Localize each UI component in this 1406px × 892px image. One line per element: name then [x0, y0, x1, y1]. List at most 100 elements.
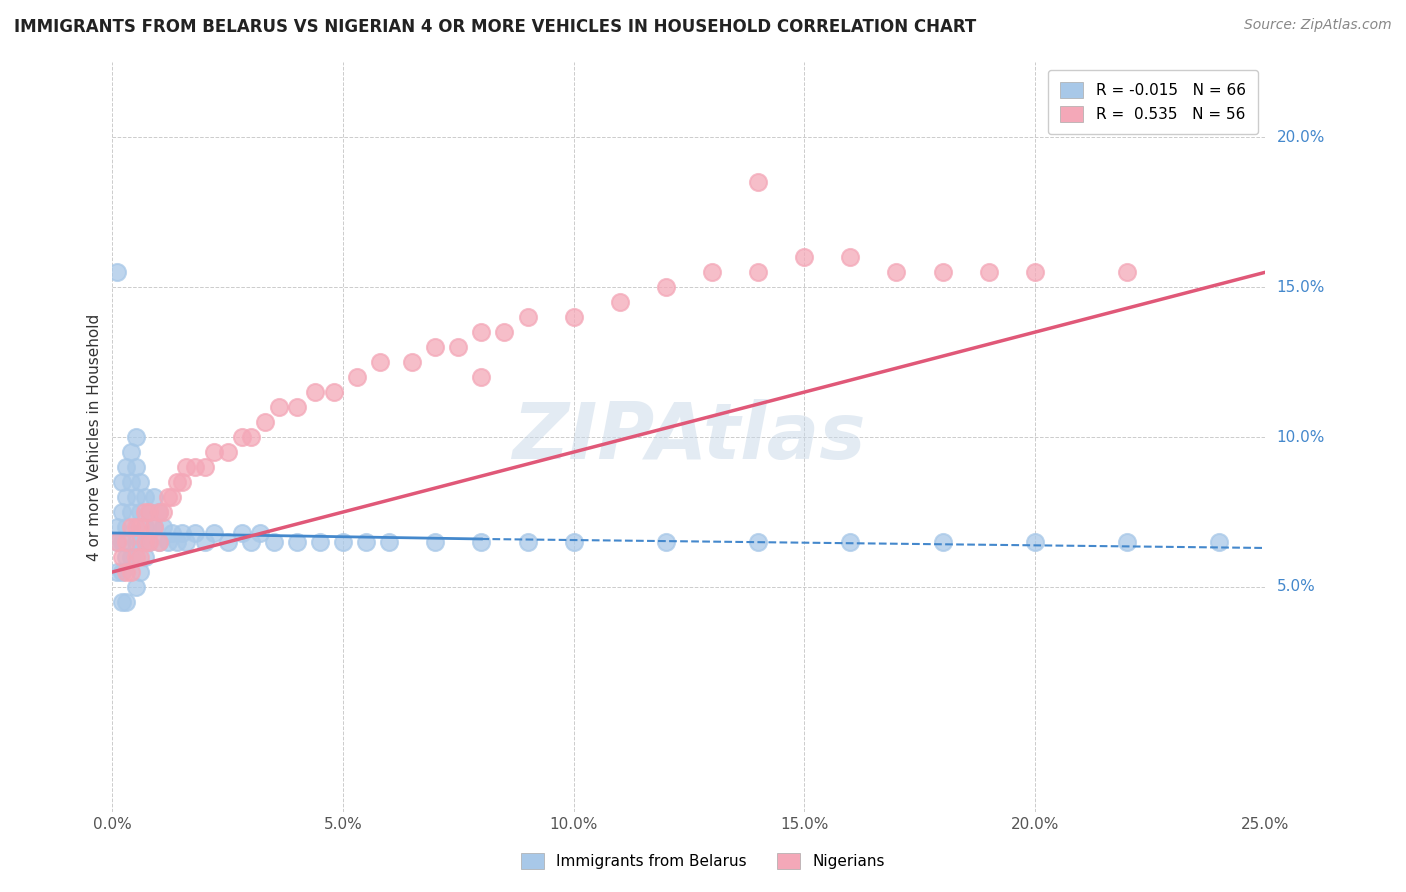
- Point: [425, 535, 447, 549]
- Point: [124, 580, 146, 594]
- Point: [105, 535, 128, 549]
- Point: [143, 520, 166, 534]
- Point: [285, 400, 308, 414]
- Point: [346, 370, 368, 384]
- Point: [111, 549, 134, 564]
- Legend: Immigrants from Belarus, Nigerians: Immigrants from Belarus, Nigerians: [515, 847, 891, 875]
- Point: [1116, 535, 1139, 549]
- Point: [931, 535, 953, 549]
- Y-axis label: 4 or more Vehicles in Household: 4 or more Vehicles in Household: [87, 313, 103, 561]
- Point: [138, 505, 160, 519]
- Point: [111, 475, 134, 489]
- Point: [239, 430, 262, 444]
- Point: [148, 505, 170, 519]
- Point: [231, 526, 253, 541]
- Point: [194, 535, 217, 549]
- Point: [166, 535, 188, 549]
- Point: [105, 565, 128, 579]
- Point: [162, 526, 184, 541]
- Point: [516, 310, 538, 325]
- Point: [170, 475, 193, 489]
- Point: [217, 445, 239, 459]
- Point: [115, 535, 138, 549]
- Point: [124, 549, 146, 564]
- Point: [120, 565, 142, 579]
- Point: [368, 355, 391, 369]
- Point: [143, 520, 166, 534]
- Text: ZIPAtlas: ZIPAtlas: [512, 399, 866, 475]
- Point: [494, 325, 516, 339]
- Point: [134, 490, 156, 504]
- Point: [425, 340, 447, 354]
- Legend: R = -0.015   N = 66, R =  0.535   N = 56: R = -0.015 N = 66, R = 0.535 N = 56: [1049, 70, 1258, 134]
- Point: [309, 535, 332, 549]
- Point: [143, 490, 166, 504]
- Point: [655, 280, 678, 294]
- Point: [1116, 265, 1139, 279]
- Point: [401, 355, 423, 369]
- Point: [1024, 535, 1046, 549]
- Point: [124, 430, 146, 444]
- Point: [111, 505, 134, 519]
- Point: [138, 505, 160, 519]
- Point: [332, 535, 354, 549]
- Point: [134, 520, 156, 534]
- Point: [202, 526, 225, 541]
- Point: [839, 535, 862, 549]
- Point: [129, 535, 152, 549]
- Point: [285, 535, 308, 549]
- Point: [470, 370, 492, 384]
- Point: [886, 265, 908, 279]
- Point: [217, 535, 239, 549]
- Point: [839, 250, 862, 264]
- Text: 5.0%: 5.0%: [1277, 580, 1315, 594]
- Point: [184, 526, 207, 541]
- Point: [120, 520, 142, 534]
- Point: [124, 520, 146, 534]
- Point: [747, 535, 769, 549]
- Text: 10.0%: 10.0%: [1277, 430, 1324, 444]
- Point: [105, 265, 128, 279]
- Point: [124, 490, 146, 504]
- Point: [1208, 535, 1230, 549]
- Point: [267, 400, 290, 414]
- Point: [115, 595, 138, 609]
- Point: [793, 250, 815, 264]
- Point: [202, 445, 225, 459]
- Point: [115, 565, 138, 579]
- Point: [166, 475, 188, 489]
- Point: [239, 535, 262, 549]
- Point: [263, 535, 285, 549]
- Text: Source: ZipAtlas.com: Source: ZipAtlas.com: [1244, 18, 1392, 32]
- Point: [700, 265, 723, 279]
- Point: [747, 265, 769, 279]
- Point: [322, 385, 344, 400]
- Point: [156, 490, 179, 504]
- Point: [447, 340, 470, 354]
- Point: [562, 535, 585, 549]
- Point: [148, 535, 170, 549]
- Point: [249, 526, 271, 541]
- Point: [231, 430, 253, 444]
- Point: [129, 565, 152, 579]
- Point: [152, 520, 174, 534]
- Point: [378, 535, 401, 549]
- Point: [115, 460, 138, 475]
- Point: [111, 595, 134, 609]
- Point: [120, 445, 142, 459]
- Point: [184, 460, 207, 475]
- Text: IMMIGRANTS FROM BELARUS VS NIGERIAN 4 OR MORE VEHICLES IN HOUSEHOLD CORRELATION : IMMIGRANTS FROM BELARUS VS NIGERIAN 4 OR…: [14, 18, 976, 36]
- Point: [1024, 265, 1046, 279]
- Text: 20.0%: 20.0%: [1277, 130, 1324, 145]
- Point: [156, 535, 179, 549]
- Point: [174, 460, 197, 475]
- Point: [115, 549, 138, 564]
- Point: [470, 325, 492, 339]
- Point: [304, 385, 326, 400]
- Point: [170, 526, 193, 541]
- Point: [111, 535, 134, 549]
- Point: [111, 565, 134, 579]
- Point: [105, 520, 128, 534]
- Point: [124, 535, 146, 549]
- Point: [120, 549, 142, 564]
